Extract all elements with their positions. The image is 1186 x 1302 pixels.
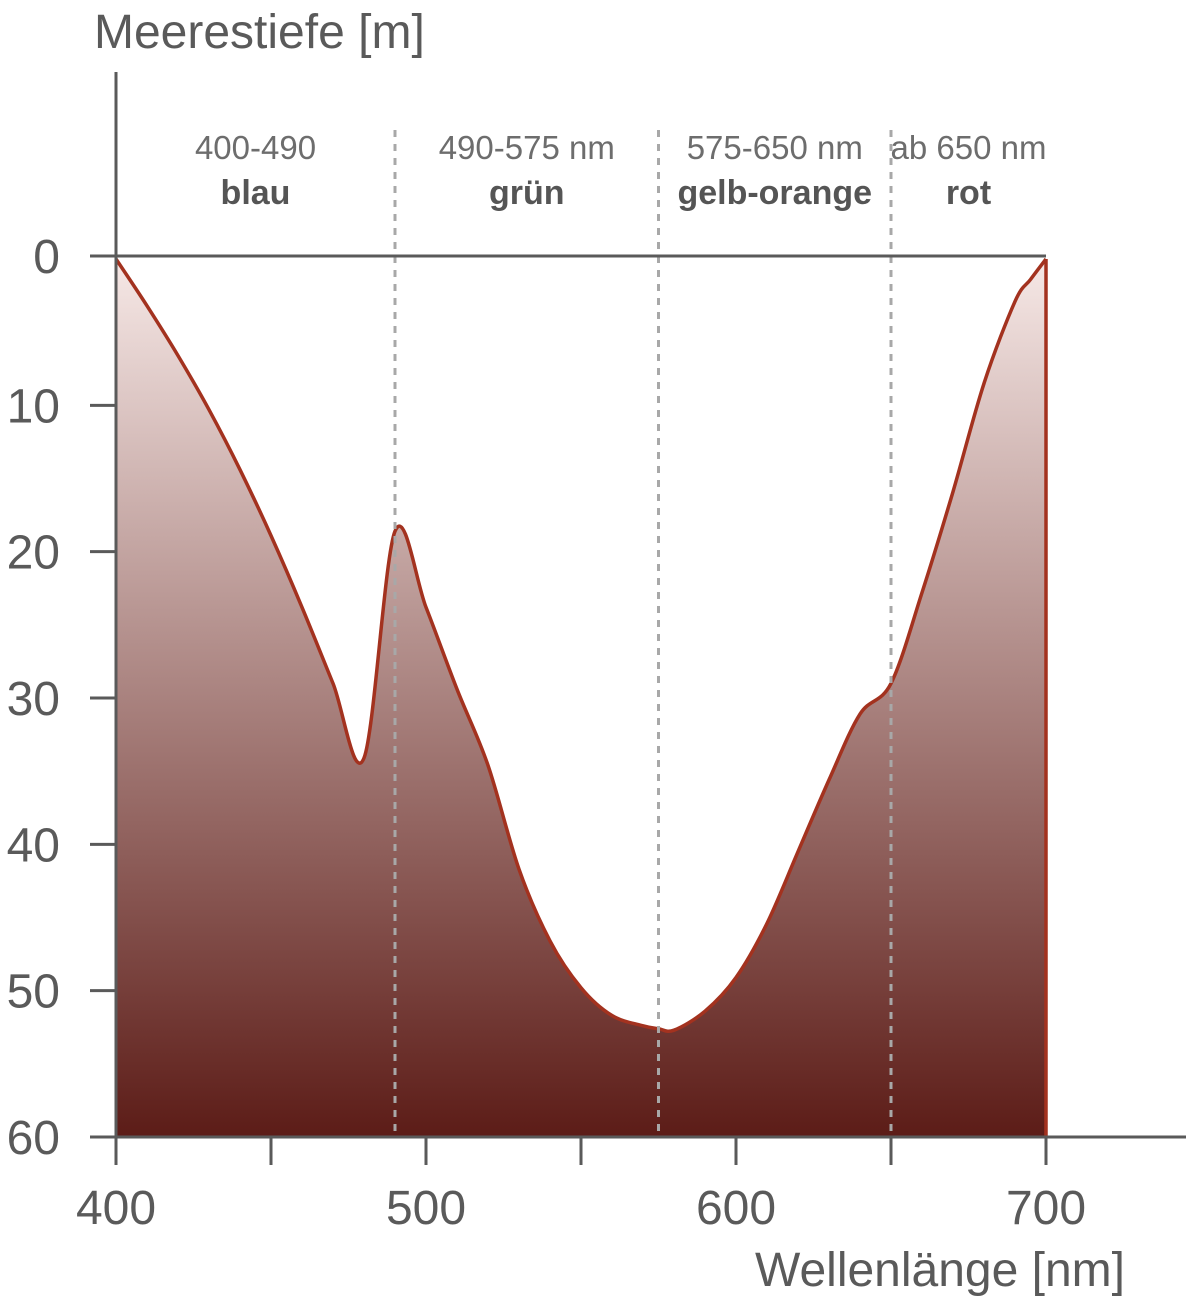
x-tick-label: 600	[696, 1182, 776, 1235]
area-layer	[114, 257, 1048, 1137]
band-range-label: 490-575 nm	[439, 129, 615, 166]
band-label-layer: 400-490 blau 490-575 nm grün 575-650 nm gelb-…	[195, 129, 1047, 212]
y-tick-label: 0	[33, 231, 60, 284]
x-tick-label: 700	[1006, 1182, 1086, 1235]
y-tick-label: 20	[7, 527, 60, 580]
axis-layer	[90, 72, 1186, 1139]
y-axis-title: Meerestiefe [m]	[94, 6, 425, 59]
y-tick-label: 30	[7, 673, 60, 726]
depth-curve-line	[114, 257, 1048, 1034]
x-tick-label: 400	[76, 1182, 156, 1235]
x-axis-title: Wellenlänge [nm]	[755, 1244, 1125, 1297]
x-tick-label: 500	[386, 1182, 466, 1235]
depth-area-fill	[116, 259, 1046, 1137]
band-color-name: grün	[489, 174, 565, 212]
band-range-label: 575-650 nm	[687, 129, 863, 166]
band-color-name: blau	[221, 174, 291, 212]
y-tick-label: 10	[7, 380, 60, 433]
y-tick-label: 50	[7, 966, 60, 1019]
y-tick-label: 60	[7, 1112, 60, 1165]
tick-layer: 0 10 20 30 40 50 60 400 500 600 700	[7, 231, 1086, 1235]
band-range-label: ab 650 nm	[891, 129, 1047, 166]
band-color-name: gelb-orange	[677, 174, 872, 212]
band-range-label: 400-490	[195, 129, 316, 166]
band-color-name: rot	[946, 174, 991, 212]
y-tick-label: 40	[7, 819, 60, 872]
